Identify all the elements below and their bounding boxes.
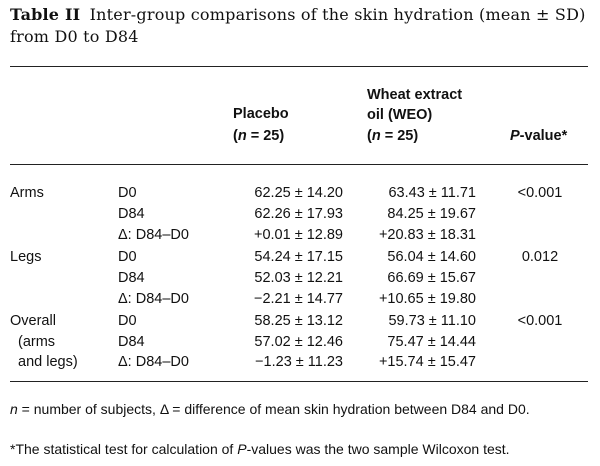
header-placebo: Placebo xyxy=(233,106,289,122)
placebo-value: −1.23 ± 11.23 xyxy=(255,354,343,371)
time-cell: D0 xyxy=(118,185,137,201)
group-label: Legs xyxy=(10,248,42,265)
placebo-value: 62.25 ± 14.20 xyxy=(254,185,343,201)
placebo-value: 54.24 ± 17.15 xyxy=(254,248,343,265)
header-weo-n: (n = 25) xyxy=(367,128,419,144)
table-label: Table II xyxy=(10,5,81,24)
header-rule xyxy=(10,164,588,165)
group-label: (arms xyxy=(18,333,56,350)
bottom-rule xyxy=(10,381,588,382)
weo-value: 75.47 ± 14.44 xyxy=(387,333,476,350)
weo-value: +15.74 ± 15.47 xyxy=(378,354,476,371)
placebo-value: 58.25 ± 13.12 xyxy=(254,312,343,329)
weo-value: +10.65 ± 19.80 xyxy=(378,290,476,307)
header-weo-line2: oil (WEO) xyxy=(367,107,433,123)
weo-value: 59.73 ± 11.10 xyxy=(388,312,476,329)
group-label: and legs) xyxy=(18,354,78,371)
placebo-value: 62.26 ± 17.93 xyxy=(254,205,343,222)
time-cell: D0 xyxy=(118,248,137,265)
header-pvalue: P-value* xyxy=(510,128,568,144)
time-cell: D0 xyxy=(118,312,137,329)
time-cell: D84 xyxy=(118,269,145,286)
footnote-n: n = number of subjects, Δ = difference o… xyxy=(10,401,530,417)
top-rule xyxy=(10,66,588,67)
p-value: <0.001 xyxy=(517,185,563,201)
table-title: Inter-group comparisons of the skin hydr… xyxy=(10,5,586,46)
time-cell: Δ: D84–D0 xyxy=(118,226,189,243)
weo-value: 84.25 ± 19.67 xyxy=(387,205,476,222)
weo-value: 63.43 ± 11.71 xyxy=(388,185,476,201)
header-weo: Wheat extract xyxy=(367,87,463,103)
placebo-value: 57.02 ± 12.46 xyxy=(254,333,343,350)
placebo-value: +0.01 ± 12.89 xyxy=(254,226,343,243)
footnote-wilcoxon: *The statistical test for calculation of… xyxy=(10,441,510,457)
time-cell: Δ: D84–D0 xyxy=(118,290,189,307)
weo-value: 56.04 ± 14.60 xyxy=(387,248,476,265)
time-cell: D84 xyxy=(118,333,145,350)
time-cell: Δ: D84–D0 xyxy=(118,354,189,371)
placebo-value: −2.21 ± 14.77 xyxy=(254,290,343,307)
p-value: <0.001 xyxy=(517,312,563,329)
table-caption: Table II Inter-group comparisons of the … xyxy=(10,4,592,48)
group-label: Arms xyxy=(10,185,44,201)
header-placebo-n: (n = 25) xyxy=(233,128,285,144)
weo-value: 66.69 ± 15.67 xyxy=(387,269,476,286)
weo-value: +20.83 ± 18.31 xyxy=(378,226,476,243)
p-value: 0.012 xyxy=(521,248,559,265)
group-label: Overall xyxy=(10,312,56,329)
placebo-value: 52.03 ± 12.21 xyxy=(254,269,343,286)
time-cell: D84 xyxy=(118,205,145,222)
